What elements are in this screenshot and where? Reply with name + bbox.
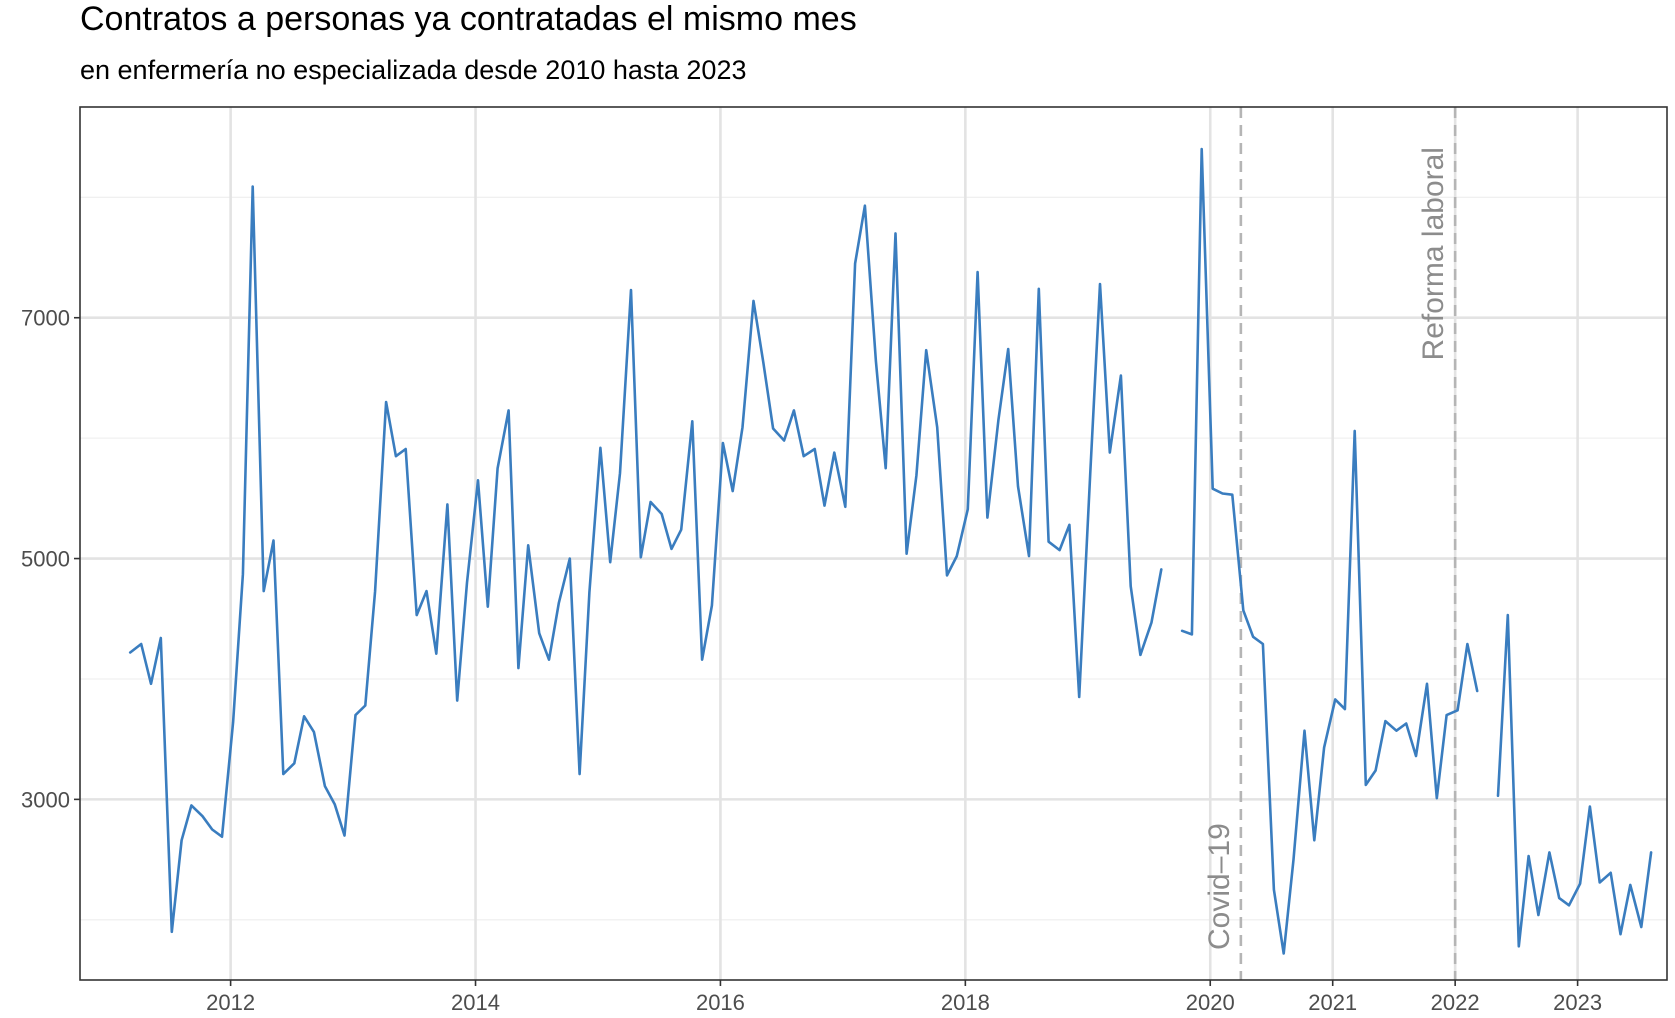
chart-subtitle: en enfermería no especializada desde 201… [80,55,747,85]
x-tick-label: 2022 [1431,990,1480,1015]
annotation-label: Covid–19 [1203,823,1236,950]
minor-grid-lines [80,196,1667,921]
plot-panel-border [79,106,1668,981]
x-tick-label: 2012 [206,990,255,1015]
x-tick-label: 2020 [1186,990,1235,1015]
chart-title: Contratos a personas ya contratadas el m… [80,0,857,38]
y-tick-label: 5000 [21,547,70,572]
y-axis-ticks: 3000 5000 7000 [21,306,80,812]
x-tick-label: 2023 [1553,990,1602,1015]
series-line-segment [1180,147,1479,955]
x-tick-label: 2021 [1308,990,1357,1015]
series-line-segment [1496,613,1653,948]
x-axis-ticks: 2012 2014 2016 2018 2020 2021 2022 2023 [206,980,1602,1015]
x-tick-label: 2016 [696,990,745,1015]
series-line-segment [128,185,1163,934]
annotation-labels: Covid–19 Reforma laboral [1203,147,1450,950]
annotation-label: Reforma laboral [1417,147,1450,360]
x-tick-label: 2014 [451,990,500,1015]
series-group [128,147,1653,955]
y-tick-label: 7000 [21,306,70,331]
y-tick-label: 3000 [21,787,70,812]
annotation-lines [1239,107,1457,980]
x-tick-label: 2018 [941,990,990,1015]
